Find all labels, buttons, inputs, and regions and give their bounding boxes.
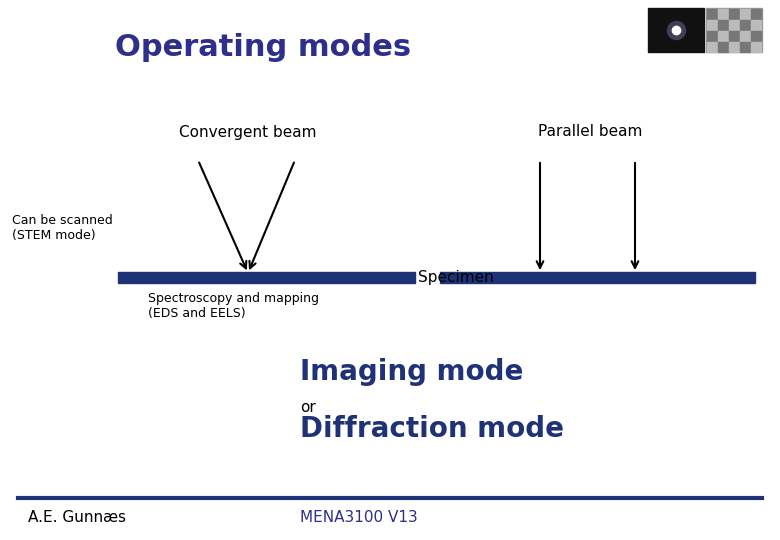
Bar — [740, 31, 750, 41]
Bar — [648, 8, 704, 52]
Bar — [751, 31, 761, 41]
Bar — [729, 9, 739, 19]
Bar — [740, 20, 750, 30]
Bar — [751, 20, 761, 30]
Text: Parallel beam: Parallel beam — [538, 125, 642, 139]
Bar — [718, 20, 728, 30]
Text: MENA3100 V13: MENA3100 V13 — [300, 510, 418, 525]
Bar — [729, 20, 739, 30]
Bar — [729, 31, 739, 41]
Text: Diffraction mode: Diffraction mode — [300, 415, 564, 443]
Bar — [706, 8, 762, 52]
Text: Convergent beam: Convergent beam — [179, 125, 317, 139]
Bar — [707, 42, 717, 52]
Text: or: or — [300, 400, 316, 415]
Text: Operating modes: Operating modes — [115, 33, 411, 63]
Bar — [707, 31, 717, 41]
Text: A.E. Gunnæs: A.E. Gunnæs — [28, 510, 126, 525]
Text: Can be scanned
(STEM mode): Can be scanned (STEM mode) — [12, 214, 113, 242]
Bar — [718, 42, 728, 52]
Bar — [707, 9, 717, 19]
Bar — [740, 9, 750, 19]
Bar — [707, 20, 717, 30]
Bar — [751, 9, 761, 19]
Bar — [740, 42, 750, 52]
Text: Spectroscopy and mapping
(EDS and EELS): Spectroscopy and mapping (EDS and EELS) — [148, 292, 319, 320]
Bar — [118, 272, 415, 283]
Bar — [751, 42, 761, 52]
Bar — [718, 31, 728, 41]
Bar — [729, 42, 739, 52]
Text: Imaging mode: Imaging mode — [300, 358, 523, 386]
Bar — [718, 9, 728, 19]
Bar — [440, 272, 755, 283]
Text: Specimen: Specimen — [418, 270, 494, 285]
